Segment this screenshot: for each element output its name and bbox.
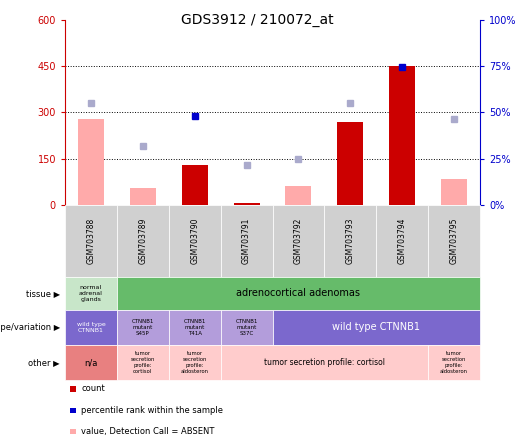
Text: GSM703794: GSM703794	[398, 218, 407, 264]
Text: CTNNB1
mutant
S37C: CTNNB1 mutant S37C	[235, 319, 258, 336]
Bar	[337, 122, 363, 205]
Bar	[441, 179, 467, 205]
Text: other ▶: other ▶	[28, 358, 60, 367]
Text: normal
adrenal
glands: normal adrenal glands	[79, 285, 103, 302]
Bar	[285, 186, 312, 205]
Bar	[78, 119, 104, 205]
Text: genotype/variation ▶: genotype/variation ▶	[0, 323, 60, 332]
Text: tumor
secretion
profile:
cortisol: tumor secretion profile: cortisol	[131, 351, 155, 374]
Text: tumor
secretion
profile:
aldosteron: tumor secretion profile: aldosteron	[440, 351, 468, 374]
Text: value, Detection Call = ABSENT: value, Detection Call = ABSENT	[81, 427, 215, 436]
Bar	[234, 203, 260, 205]
Bar	[130, 188, 156, 205]
Text: CTNNB1
mutant
S45P: CTNNB1 mutant S45P	[132, 319, 154, 336]
Text: count: count	[81, 385, 105, 393]
Bar	[389, 66, 415, 205]
Text: wild type
CTNNB1: wild type CTNNB1	[77, 322, 105, 333]
Text: GSM703790: GSM703790	[190, 218, 199, 264]
Text: percentile rank within the sample: percentile rank within the sample	[81, 406, 224, 415]
Text: adrenocortical adenomas: adrenocortical adenomas	[236, 289, 360, 298]
Text: GDS3912 / 210072_at: GDS3912 / 210072_at	[181, 13, 334, 28]
Text: CTNNB1
mutant
T41A: CTNNB1 mutant T41A	[183, 319, 206, 336]
Text: GSM703795: GSM703795	[450, 218, 458, 264]
Text: GSM703788: GSM703788	[87, 218, 95, 264]
Text: tumor
secretion
profile:
aldosteron: tumor secretion profile: aldosteron	[181, 351, 209, 374]
Text: wild type CTNNB1: wild type CTNNB1	[332, 322, 420, 333]
Text: tumor secretion profile: cortisol: tumor secretion profile: cortisol	[264, 358, 385, 367]
Text: n/a: n/a	[84, 358, 98, 367]
Text: GSM703789: GSM703789	[139, 218, 147, 264]
Text: GSM703792: GSM703792	[294, 218, 303, 264]
Text: GSM703791: GSM703791	[242, 218, 251, 264]
Text: tissue ▶: tissue ▶	[26, 289, 60, 298]
Text: GSM703793: GSM703793	[346, 218, 355, 264]
Bar	[182, 165, 208, 205]
